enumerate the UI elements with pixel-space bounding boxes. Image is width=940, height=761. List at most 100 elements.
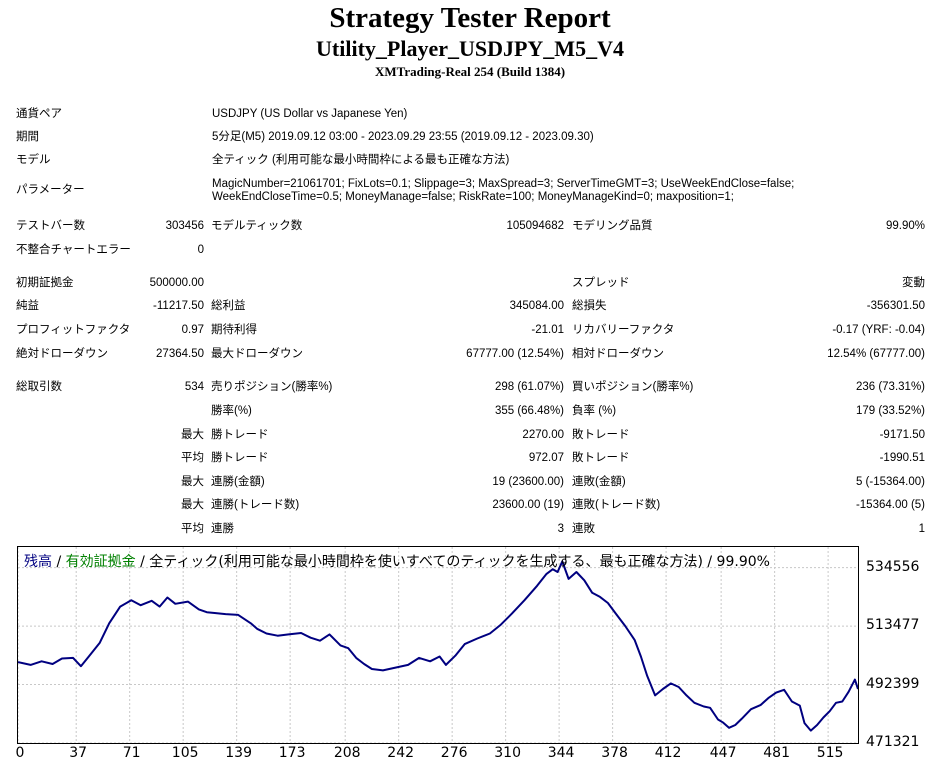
y-tick-label-3: 471321 bbox=[866, 734, 920, 750]
largest-loss-value: -9171.50 bbox=[879, 429, 925, 441]
mismatch-value: 0 bbox=[197, 244, 204, 256]
recovery-factor-value: -0.17 (YRF: -0.04) bbox=[832, 324, 925, 336]
max-consecutive-profit-value: 23600.00 (19) bbox=[492, 499, 564, 511]
params-label: パラメーター bbox=[16, 184, 85, 196]
average-prefix: 平均 bbox=[181, 452, 204, 464]
balance-line bbox=[18, 560, 858, 732]
x-tick-label-13: 447 bbox=[709, 745, 737, 761]
largest-prefix: 最大 bbox=[181, 429, 204, 441]
model-label: モデル bbox=[16, 154, 51, 166]
max-consecutive-losses-label: 連敗(金額) bbox=[572, 476, 626, 488]
average-win-value: 972.07 bbox=[528, 452, 564, 464]
gross-loss-value: -356301.50 bbox=[866, 300, 925, 312]
x-tick-label-5: 173 bbox=[278, 745, 306, 761]
x-tick-label-14: 481 bbox=[763, 745, 790, 761]
relative-drawdown-value: 12.54% (67777.00) bbox=[827, 348, 925, 360]
total-trades-value: 534 bbox=[184, 381, 204, 393]
total-trades-label: 総取引数 bbox=[16, 381, 62, 393]
x-tick-label-2: 71 bbox=[122, 745, 141, 761]
profit-factor-value: 0.97 bbox=[181, 324, 204, 336]
max-consecutive-loss-value: -15364.00 (5) bbox=[855, 499, 925, 511]
bars-label: テストバー数 bbox=[16, 220, 85, 232]
expected-payoff-label: 期待利得 bbox=[211, 324, 257, 336]
absolute-drawdown-label: 絶対ドローダウン bbox=[16, 348, 108, 360]
expected-payoff-value: -21.01 bbox=[531, 324, 564, 336]
caption-separator: / bbox=[52, 554, 66, 570]
ticks-value: 105094682 bbox=[506, 220, 564, 232]
x-tick-label-1: 37 bbox=[69, 745, 88, 761]
average-consecutive-wins-label: 連勝 bbox=[211, 523, 234, 535]
x-tick-label-8: 276 bbox=[440, 745, 468, 761]
expert-name: Utility_Player_USDJPY_M5_V4 bbox=[316, 36, 624, 61]
x-tick-label-0: 0 bbox=[15, 745, 25, 761]
max-prefix: 最大 bbox=[181, 476, 204, 488]
y-tick-label-2: 492399 bbox=[866, 675, 920, 692]
loss-rate-label: 負率 (%) bbox=[572, 405, 617, 417]
mismatch-label: 不整合チャートエラー bbox=[16, 244, 131, 256]
max-consecutive-profit-label: 連勝(トレード数) bbox=[211, 499, 300, 511]
symbol-value: USDJPY (US Dollar vs Japanese Yen) bbox=[212, 108, 408, 120]
server-info: XMTrading-Real 254 (Build 1384) bbox=[374, 64, 566, 79]
balance-chart-plot bbox=[18, 547, 858, 743]
win-rate-value: 355 (66.48%) bbox=[494, 405, 564, 417]
ticks-label: モデルティック数 bbox=[211, 220, 303, 232]
max-consecutive-wins-label: 連勝(金額) bbox=[211, 476, 265, 488]
gross-profit-value: 345084.00 bbox=[509, 300, 564, 312]
average-win-label: 勝トレード bbox=[211, 452, 269, 464]
balance-chart: 残高 / 有効証拠金 / 全ティック(利用可能な最小時間枠を使いすべてのティック… bbox=[17, 546, 859, 744]
x-tick-label-11: 378 bbox=[601, 745, 628, 761]
chart-caption: 残高 / 有効証拠金 / 全ティック(利用可能な最小時間枠を使いすべてのティック… bbox=[24, 551, 770, 571]
symbol-label: 通貨ペア bbox=[16, 108, 62, 120]
recovery-factor-label: リカバリーファクタ bbox=[572, 324, 675, 336]
params-line-2: WeekEndCloseTime=0.5; MoneyManage=false;… bbox=[212, 191, 734, 203]
largest-loss-label: 敗トレード bbox=[572, 429, 630, 441]
x-tick-label-10: 344 bbox=[547, 745, 575, 761]
quality-label: モデリング品質 bbox=[572, 220, 653, 232]
report-title: Strategy Tester Report bbox=[329, 2, 611, 34]
bars-value: 303456 bbox=[165, 220, 204, 232]
loss-rate-value: 179 (33.52%) bbox=[855, 405, 925, 417]
largest-win-value: 2270.00 bbox=[522, 429, 564, 441]
quality-value: 99.90% bbox=[885, 220, 925, 232]
largest-win-label: 勝トレード bbox=[211, 429, 269, 441]
period-value: 5分足(M5) 2019.09.12 03:00 - 2023.09.29 23… bbox=[212, 131, 594, 143]
y-tick-label-0: 534556 bbox=[866, 558, 920, 575]
equity-legend: 有効証拠金 bbox=[65, 554, 136, 570]
x-tick-label-6: 208 bbox=[333, 745, 361, 761]
short-positions-label: 売りポジション(勝率%) bbox=[211, 381, 333, 393]
y-tick-label-1: 513477 bbox=[866, 617, 920, 634]
net-profit-value: -11217.50 bbox=[153, 300, 204, 312]
maximal-drawdown-value: 67777.00 (12.54%) bbox=[466, 348, 564, 360]
x-tick-label-4: 139 bbox=[225, 745, 253, 761]
relative-drawdown-label: 相対ドローダウン bbox=[572, 348, 664, 360]
model-value: 全ティック (利用可能な最小時間枠による最も正確な方法) bbox=[212, 154, 510, 166]
x-tick-label-12: 412 bbox=[654, 745, 682, 761]
x-tick-label-15: 515 bbox=[816, 745, 844, 761]
net-profit-label: 純益 bbox=[16, 300, 39, 312]
average-consecutive-losses-value: 1 bbox=[918, 523, 925, 535]
absolute-drawdown-value: 27364.50 bbox=[156, 348, 204, 360]
win-rate-label: 勝率(%) bbox=[211, 405, 252, 417]
balance-legend: 残高 bbox=[24, 554, 52, 570]
deposit-label: 初期証拠金 bbox=[16, 277, 74, 289]
x-tick-label-3: 105 bbox=[171, 745, 199, 761]
x-tick-label-7: 242 bbox=[387, 745, 415, 761]
max2-prefix: 最大 bbox=[181, 499, 204, 511]
short-positions-value: 298 (61.07%) bbox=[494, 381, 564, 393]
average-loss-value: -1990.51 bbox=[879, 452, 925, 464]
max-consecutive-loss-label: 連敗(トレード数) bbox=[572, 499, 661, 511]
spread-label: スプレッド bbox=[572, 277, 630, 289]
maximal-drawdown-label: 最大ドローダウン bbox=[211, 348, 303, 360]
average-consecutive-wins-value: 3 bbox=[557, 523, 564, 535]
x-tick-label-9: 310 bbox=[494, 745, 521, 761]
gross-profit-label: 総利益 bbox=[211, 300, 246, 312]
avg2-prefix: 平均 bbox=[181, 523, 204, 535]
max-consecutive-wins-value: 19 (23600.00) bbox=[492, 476, 564, 488]
period-label: 期間 bbox=[16, 131, 39, 143]
profit-factor-label: プロフィットファクタ bbox=[16, 324, 131, 336]
average-loss-label: 敗トレード bbox=[572, 452, 630, 464]
deposit-value: 500000.00 bbox=[149, 277, 204, 289]
long-positions-value: 236 (73.31%) bbox=[855, 381, 925, 393]
params-line-1: MagicNumber=21061701; FixLots=0.1; Slipp… bbox=[212, 178, 795, 190]
caption-details: / 全ティック(利用可能な最小時間枠を使いすべてのティックを生成する、最も正確な… bbox=[135, 554, 770, 570]
